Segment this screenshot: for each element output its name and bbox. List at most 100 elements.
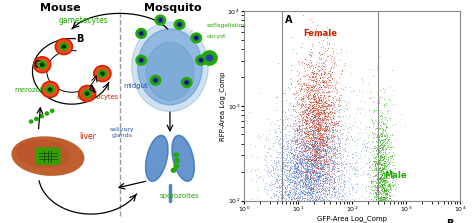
Point (297, 187, 304, 191)
Point (392, 187, 399, 190)
Point (308, 168, 316, 172)
Point (288, 167, 295, 170)
Point (317, 109, 325, 113)
Point (374, 198, 382, 202)
Point (378, 168, 385, 172)
Point (279, 134, 287, 138)
Point (290, 170, 298, 173)
Point (326, 178, 334, 181)
Point (383, 110, 391, 113)
Point (285, 168, 292, 172)
Point (319, 137, 327, 141)
Point (317, 95, 325, 99)
Point (382, 213, 390, 216)
Point (294, 164, 301, 168)
Point (284, 140, 292, 143)
Point (374, 183, 382, 187)
Point (314, 103, 321, 106)
Point (378, 141, 385, 145)
Point (391, 138, 399, 142)
Point (298, 129, 305, 133)
Point (323, 42, 331, 46)
Point (307, 138, 314, 141)
Point (311, 138, 319, 142)
Point (337, 86, 345, 89)
Point (309, 70, 317, 73)
Point (330, 146, 337, 150)
Point (319, 144, 327, 147)
Point (284, 193, 292, 196)
Point (320, 153, 328, 157)
Point (297, 143, 304, 147)
Point (356, 135, 364, 138)
Point (286, 169, 293, 172)
Point (303, 121, 311, 125)
Circle shape (100, 72, 104, 75)
Point (310, 150, 318, 154)
Point (322, 160, 330, 163)
Point (317, 113, 324, 117)
Point (300, 180, 307, 184)
Point (302, 163, 310, 166)
Point (297, 174, 305, 178)
Point (330, 173, 338, 176)
Point (303, 193, 310, 197)
Point (309, 203, 317, 207)
Point (374, 161, 382, 164)
Point (333, 183, 340, 186)
Point (294, 173, 301, 176)
Point (380, 165, 388, 169)
Point (292, 96, 299, 100)
Point (375, 198, 383, 202)
Point (377, 182, 384, 186)
Point (308, 128, 315, 132)
Point (306, 131, 313, 134)
Point (292, 161, 300, 164)
Point (379, 134, 386, 138)
Point (298, 149, 306, 153)
Point (377, 148, 385, 152)
Point (302, 143, 310, 146)
Point (322, 143, 329, 147)
Point (301, 189, 309, 192)
Point (307, 151, 314, 155)
Point (313, 162, 321, 166)
Point (386, 193, 393, 197)
Point (308, 168, 315, 171)
Point (295, 174, 302, 178)
Point (338, 162, 346, 165)
Point (320, 214, 328, 218)
Point (318, 79, 325, 83)
Point (315, 90, 323, 93)
Point (312, 83, 320, 86)
Point (284, 177, 292, 181)
Point (309, 73, 316, 76)
Point (304, 138, 311, 142)
Point (313, 103, 320, 106)
Point (328, 199, 336, 202)
Point (322, 159, 330, 163)
Point (377, 206, 384, 209)
Point (311, 155, 319, 159)
Point (327, 72, 334, 76)
Point (316, 166, 323, 170)
Point (317, 192, 325, 196)
Point (376, 176, 384, 180)
Point (301, 88, 308, 91)
Point (374, 208, 382, 212)
Point (285, 130, 292, 133)
Point (307, 183, 314, 187)
Point (333, 200, 341, 204)
Point (307, 149, 315, 153)
Point (334, 203, 342, 206)
Point (304, 95, 312, 99)
Point (321, 96, 328, 100)
Point (322, 129, 329, 133)
Point (335, 162, 342, 166)
Point (298, 137, 305, 141)
Point (304, 222, 312, 223)
Point (334, 168, 341, 171)
Point (300, 124, 307, 127)
Point (332, 108, 340, 111)
Point (381, 185, 388, 189)
